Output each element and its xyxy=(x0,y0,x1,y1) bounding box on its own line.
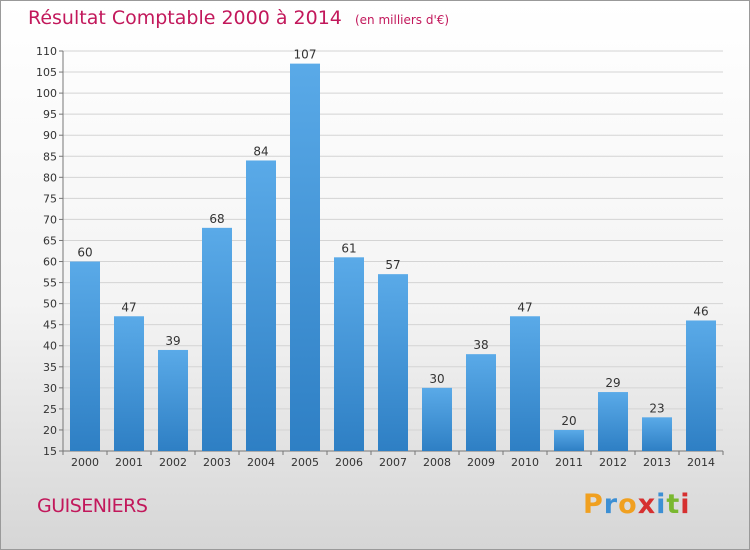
bar-2005 xyxy=(290,63,320,451)
bar-2011 xyxy=(554,429,584,451)
x-tick-label-2008: 2008 xyxy=(423,456,451,469)
y-tick-label: 40 xyxy=(43,340,57,353)
y-tick-label: 105 xyxy=(36,66,57,79)
y-tick-label: 45 xyxy=(43,319,57,332)
value-label-2008: 30 xyxy=(429,372,444,386)
value-label-2002: 39 xyxy=(165,334,180,348)
value-label-2007: 57 xyxy=(385,258,400,272)
logo-letter: r xyxy=(603,489,619,520)
bar-2010 xyxy=(510,316,540,451)
value-label-2003: 68 xyxy=(209,212,224,226)
y-tick-label: 110 xyxy=(36,45,57,58)
value-label-2014: 46 xyxy=(693,304,708,318)
x-tick-label-2004: 2004 xyxy=(247,456,275,469)
value-label-2013: 23 xyxy=(649,401,664,415)
y-tick-label: 85 xyxy=(43,150,57,163)
bar-2004 xyxy=(246,160,276,451)
x-tick-label-2010: 2010 xyxy=(511,456,539,469)
bar-2013 xyxy=(642,417,672,451)
value-label-2011: 20 xyxy=(561,414,576,428)
bar-2007 xyxy=(378,274,408,451)
y-tick-label: 100 xyxy=(36,87,57,100)
x-tick-label-2012: 2012 xyxy=(599,456,627,469)
value-label-2000: 60 xyxy=(77,246,92,260)
bar-2006 xyxy=(334,257,364,451)
x-tick-label-2002: 2002 xyxy=(159,456,187,469)
x-tick-label-2011: 2011 xyxy=(555,456,583,469)
value-label-2010: 47 xyxy=(517,300,532,314)
value-label-2006: 61 xyxy=(341,241,356,255)
x-tick-label-2003: 2003 xyxy=(203,456,231,469)
x-tick-label-2009: 2009 xyxy=(467,456,495,469)
logo-letter: t xyxy=(666,489,681,520)
labels: 15 20 25 30 35 40 45 50 55 60 65 70 75 80 85 90 95 100 105… xyxy=(36,45,715,469)
bar-2003 xyxy=(202,227,232,451)
y-tick-label: 50 xyxy=(43,298,57,311)
bars xyxy=(70,63,716,451)
title-main: Résultat Comptable 2000 à 2014 xyxy=(28,7,342,29)
y-tick-label: 75 xyxy=(43,192,57,205)
value-label-2009: 38 xyxy=(473,338,488,352)
value-label-2012: 29 xyxy=(605,376,620,390)
bar-2002 xyxy=(158,349,188,451)
y-tick-label: 55 xyxy=(43,277,57,290)
logo-letter: i xyxy=(680,489,691,520)
logo-letter: o xyxy=(618,489,638,520)
y-tick-label: 80 xyxy=(43,171,57,184)
y-tick-label: 60 xyxy=(43,256,57,269)
y-tick-label: 30 xyxy=(43,382,57,395)
y-tick-label: 35 xyxy=(43,361,57,374)
bar-2001 xyxy=(114,316,144,451)
y-tick-label: 20 xyxy=(43,424,57,437)
value-label-2004: 84 xyxy=(253,144,268,158)
bar-2008 xyxy=(422,387,452,451)
x-tick-label-2001: 2001 xyxy=(115,456,143,469)
x-tick-label-2005: 2005 xyxy=(291,456,319,469)
x-tick-label-2007: 2007 xyxy=(379,456,407,469)
chart-title: Résultat Comptable 2000 à 2014 (en milli… xyxy=(28,7,449,29)
bar-2014 xyxy=(686,320,716,451)
y-tick-label: 65 xyxy=(43,234,57,247)
y-tick-label: 70 xyxy=(43,213,57,226)
title-unit: (en milliers d'€) xyxy=(354,13,450,27)
bar-2009 xyxy=(466,354,496,451)
y-tick-label: 90 xyxy=(43,129,57,142)
logo-letter: i xyxy=(656,489,667,520)
commune-name: GUISENIERS xyxy=(37,495,148,517)
bar-2012 xyxy=(598,392,628,451)
y-tick-label: 25 xyxy=(43,403,57,416)
x-tick-label-2013: 2013 xyxy=(643,456,671,469)
x-tick-label-2000: 2000 xyxy=(71,456,99,469)
value-label-2001: 47 xyxy=(121,300,136,314)
y-tick-label: 15 xyxy=(43,445,57,458)
x-tick-label-2006: 2006 xyxy=(335,456,363,469)
logo-letter: P xyxy=(583,489,604,520)
y-tick-label: 95 xyxy=(43,108,57,121)
logo-letter: x xyxy=(637,489,657,520)
bar-2000 xyxy=(70,261,100,451)
value-label-2005: 107 xyxy=(294,48,317,62)
x-tick-label-2014: 2014 xyxy=(687,456,715,469)
proxiti-logo: Proxiti xyxy=(583,489,691,520)
